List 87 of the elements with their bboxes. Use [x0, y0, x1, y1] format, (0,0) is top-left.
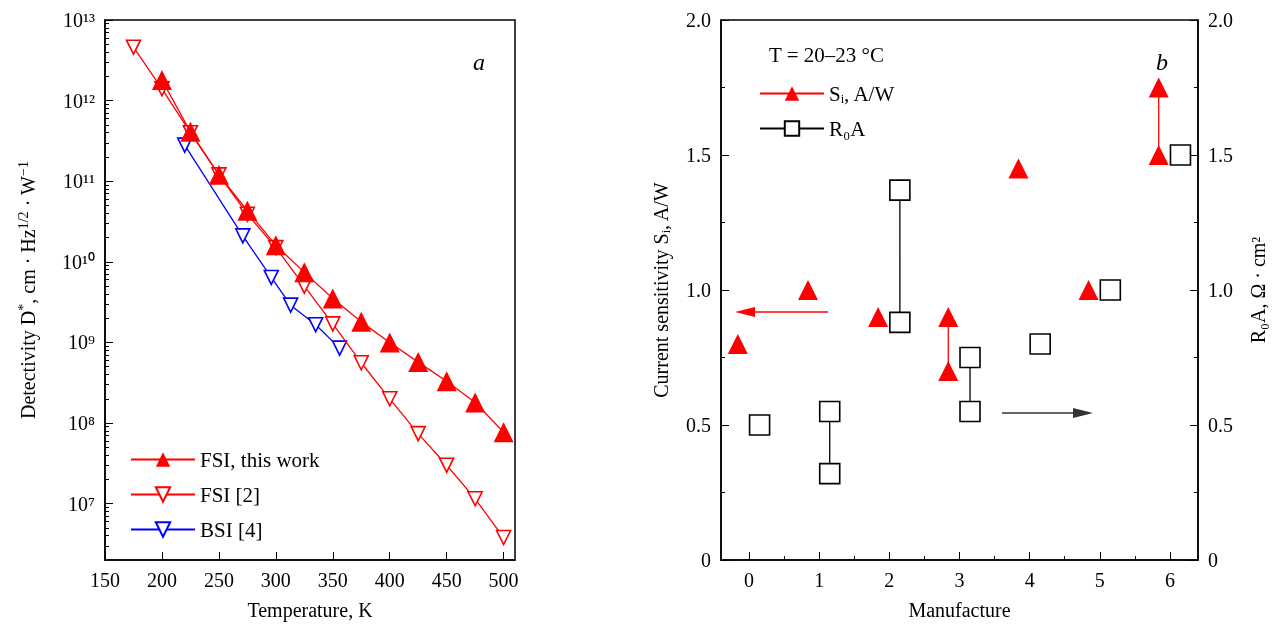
x-tick-label: 250: [203, 569, 234, 591]
x-axis-title: Manufacture: [908, 599, 1011, 621]
y2-axis-title: R₀A, Ω · cm²: [1247, 236, 1269, 344]
x-tick-label: 150: [90, 569, 120, 591]
point: [282, 297, 299, 313]
point: [381, 390, 398, 407]
y2-tick-label: 1.5: [1208, 144, 1233, 166]
x-tick-label: 350: [317, 569, 348, 591]
point: [959, 400, 981, 423]
x-axis-title: Temperature, K: [247, 599, 374, 622]
x-tick-label: 6: [1164, 569, 1175, 591]
y2-tick-label: 0: [1208, 549, 1218, 571]
y-tick-label: 0: [701, 549, 711, 571]
point: [1008, 158, 1029, 179]
point: [125, 39, 142, 55]
x-tick-label: 0: [744, 569, 755, 591]
point: [331, 340, 348, 356]
y-axis-title: Detectivity D*, cm · Hz1/2 · W−1: [15, 160, 40, 420]
x-tick-label: 3: [954, 569, 965, 591]
annotation: a: [473, 49, 485, 75]
point: [727, 334, 748, 354]
y-tick-label: 2.0: [686, 9, 711, 31]
point: [307, 316, 324, 333]
annotation: T = 20–23 °C: [769, 42, 884, 67]
y2-tick-label: 2.0: [1208, 9, 1233, 31]
point: [294, 262, 315, 283]
point: [436, 371, 457, 392]
legend-label: Sᵢ, A/W: [829, 81, 895, 106]
legend-label: FSI [2]: [200, 482, 261, 507]
point: [465, 392, 486, 413]
legend-label: FSI, this work: [200, 447, 321, 472]
point: [748, 414, 771, 436]
y-tick-label: 1.5: [686, 144, 711, 166]
point: [493, 422, 514, 443]
y-tick-label: 0.5: [686, 414, 711, 436]
legend-label: BSI [4]: [200, 517, 263, 542]
annotation: b: [1156, 49, 1168, 75]
point: [1148, 145, 1169, 165]
point: [263, 269, 280, 286]
point: [353, 354, 370, 371]
x-tick-label: 500: [488, 569, 519, 591]
point: [351, 311, 372, 332]
x-tick-label: 450: [431, 569, 462, 591]
x-tick-label: 300: [260, 569, 291, 591]
y2-tick-label: 0.5: [1208, 414, 1233, 436]
point: [379, 332, 400, 353]
point: [959, 346, 981, 369]
point: [237, 200, 258, 221]
point: [938, 307, 959, 327]
point: [889, 179, 911, 201]
point: [1099, 279, 1122, 301]
point: [438, 457, 455, 473]
point: [235, 228, 251, 244]
y-tick-label: 10¹²: [63, 89, 95, 112]
point: [151, 70, 172, 91]
point: [410, 425, 426, 442]
y-tick-label: 10¹¹: [63, 170, 95, 193]
x-tick-label: 5: [1094, 569, 1105, 591]
y-tick-label: 10¹⁰: [62, 250, 95, 273]
point: [1169, 144, 1192, 166]
y2-tick-label: 1.0: [1208, 279, 1233, 301]
point: [322, 288, 343, 309]
point: [408, 352, 429, 373]
point: [938, 361, 959, 381]
point: [797, 280, 818, 300]
x-tick-label: 400: [374, 569, 405, 591]
point: [324, 316, 341, 332]
point: [818, 462, 841, 485]
x-tick-label: 2: [884, 569, 895, 591]
y-tick-label: 10⁸: [68, 412, 96, 435]
legend-label: R₀A: [829, 116, 867, 141]
point: [818, 400, 841, 423]
x-tick-label: 200: [146, 569, 177, 591]
y-tick-label: 10⁷: [68, 492, 96, 515]
x-tick-label: 4: [1024, 569, 1035, 591]
point: [1148, 77, 1169, 98]
y-tick-label: 10⁹: [68, 331, 96, 354]
y-tick-label: 10¹³: [63, 9, 95, 31]
x-tick-label: 1: [814, 569, 825, 591]
point: [495, 529, 512, 546]
point: [868, 307, 889, 327]
point: [1078, 280, 1099, 300]
point: [889, 311, 911, 334]
point: [1029, 333, 1051, 355]
point: [467, 490, 483, 507]
y-tick-label: 1.0: [686, 279, 711, 301]
y-axis-title: Current sensitivity Sᵢ, A/W: [650, 182, 673, 398]
